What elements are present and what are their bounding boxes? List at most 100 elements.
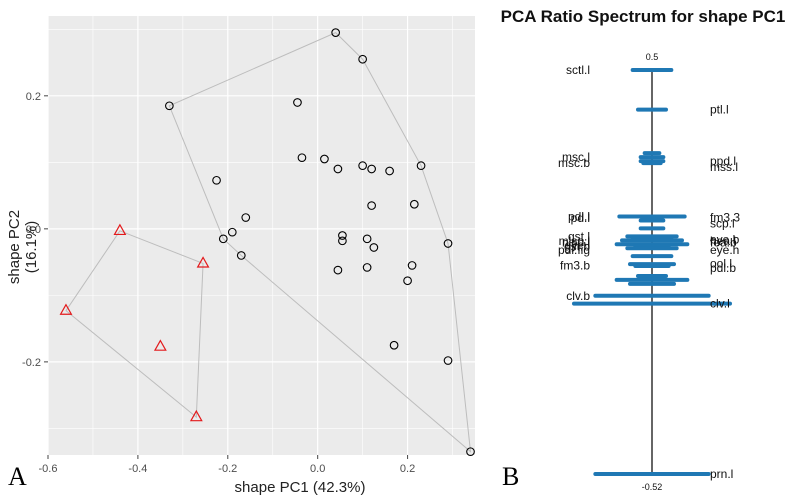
spectrum-bar: [638, 226, 666, 231]
x-tick-label: -0.2: [218, 463, 237, 475]
plot-background: [48, 16, 475, 455]
data-point-circle: [367, 164, 376, 174]
data-point-circle: [362, 263, 372, 272]
group-hull-circle: [168, 32, 472, 453]
grid-lines: [47, 16, 475, 455]
spectrum-bar: [630, 68, 674, 72]
data-point-circle: [218, 234, 228, 244]
top-value-label: 0.5: [646, 52, 659, 62]
variable-label-left: gst.b: [564, 240, 590, 254]
axis-ticks: -0.6 -0.4 -0.2 0.0 0.2 -0.2 0.0 0.2: [22, 91, 415, 475]
data-point-circle: [320, 154, 329, 164]
data-point-circle: [466, 447, 475, 457]
data-point-circle: [443, 356, 453, 365]
data-points: [59, 28, 475, 457]
variable-label-left: mlsp.l: [559, 234, 590, 248]
spectrum-bar: [593, 293, 711, 298]
variable-label-right: pdl.b: [710, 261, 736, 275]
variable-label-right: scp.l: [710, 216, 735, 230]
data-point-circle: [407, 261, 417, 270]
variable-label-left: pdl.fig: [558, 243, 590, 257]
y-tick-label: -0.2: [22, 357, 41, 369]
bottom-value-label: -0.52: [642, 482, 663, 492]
data-point-circle: [227, 227, 237, 237]
variable-label-right: fea.b: [710, 236, 737, 250]
variable-label-right: prn.l: [710, 467, 733, 481]
x-tick-label: 0.2: [400, 463, 415, 475]
x-axis-label: shape PC1 (42.3%): [234, 479, 366, 496]
data-point-circle: [212, 175, 221, 185]
variable-label-left: pdl.l: [568, 210, 590, 224]
spectrum-bar: [620, 238, 684, 243]
data-point-circle: [333, 265, 343, 275]
data-point-circle: [358, 54, 367, 64]
panel-label-b: B: [502, 462, 520, 491]
variable-label-right: clv.l: [710, 297, 730, 311]
variable-label-right: eye.b: [710, 233, 740, 247]
variable-label-left: msc.b: [558, 156, 590, 170]
variable-label-left: clv.b: [566, 289, 590, 303]
variable-label-left: fm3.b: [560, 259, 590, 273]
data-point-circle: [362, 234, 372, 244]
spectrum-bar: [642, 151, 662, 156]
data-point-circle: [443, 239, 453, 248]
variable-label-right: hea.l: [710, 234, 736, 248]
variable-label-right: mss.l: [710, 160, 738, 174]
variable-label-left: sctl.l: [566, 63, 590, 77]
variable-label-left: gst.l: [568, 229, 590, 243]
data-point-triangle: [189, 409, 203, 422]
y-tick-label: 0.2: [26, 91, 41, 103]
variable-label-right: ptl.l: [710, 103, 729, 117]
data-point-circle: [165, 101, 174, 111]
variable-label-left: eye.l: [565, 238, 590, 252]
data-point-circle: [338, 236, 347, 246]
spectrum-bar: [633, 264, 671, 269]
y-tick-label: 0.0: [26, 224, 41, 236]
data-point-circle: [331, 28, 341, 37]
x-tick-label: -0.4: [128, 463, 147, 475]
x-tick-label: 0.0: [310, 463, 325, 475]
data-point-triangle: [59, 303, 73, 315]
data-point-circle: [416, 161, 426, 171]
variable-label-left: nlsp.l: [562, 236, 590, 250]
spectrum-bar: [638, 155, 666, 160]
data-point-circle: [409, 199, 419, 209]
spectrum-bar: [638, 218, 666, 223]
chart-title: PCA Ratio Spectrum for shape PC1: [500, 7, 786, 26]
data-point-triangle: [113, 223, 127, 236]
spectrum-bar: [636, 273, 668, 278]
data-point-triangle: [153, 339, 167, 351]
data-point-circle: [385, 166, 394, 176]
spectrum-bar: [593, 472, 711, 476]
variable-label-left: msc.l: [562, 150, 590, 164]
data-point-circle: [403, 276, 412, 286]
data-point-circle: [358, 161, 367, 171]
variable-label-right: ppd.l: [710, 154, 736, 168]
spectrum-bar: [636, 107, 668, 112]
data-point-circle: [389, 340, 399, 350]
spectrum-bar: [614, 277, 690, 282]
data-point-circle: [297, 153, 307, 163]
variable-label-right: ool.l: [710, 256, 732, 270]
spectrum-bar: [617, 214, 687, 219]
spectrum-bar: [630, 254, 674, 259]
y-axis-label: shape PC2 (16.1%): [6, 209, 40, 285]
group-hulls: [65, 32, 472, 453]
data-point-circle: [367, 201, 376, 210]
data-point-circle: [241, 213, 251, 222]
variable-label-right: eye.h: [710, 243, 739, 257]
data-point-circle: [338, 231, 347, 240]
data-point-circle: [236, 251, 246, 260]
data-point-circle: [293, 98, 302, 107]
spectrum-bar: [625, 246, 679, 251]
group-hull-triangle: [65, 230, 204, 419]
data-point-circle: [333, 164, 343, 174]
spectrum-bar: [641, 161, 663, 166]
spectrum-bar: [572, 301, 732, 306]
x-tick-label: -0.6: [39, 463, 58, 475]
data-point-circle: [369, 243, 379, 252]
variable-label-right: fm3.3: [710, 210, 740, 224]
data-point-triangle: [196, 256, 210, 268]
